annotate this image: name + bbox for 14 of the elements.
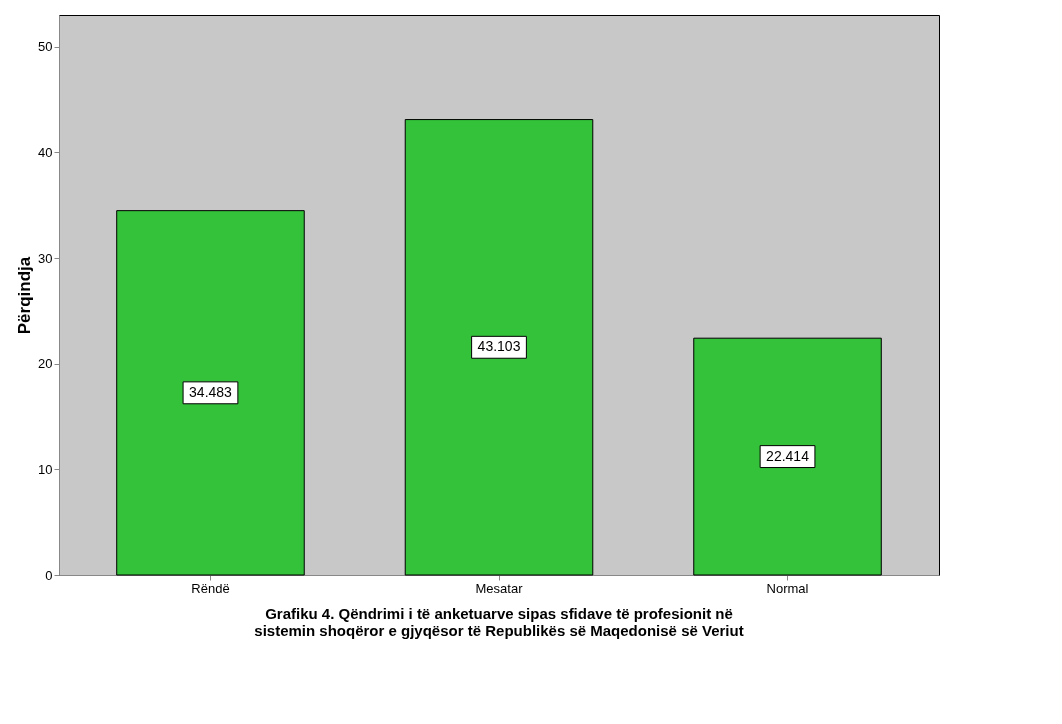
y-tick-label: 20 <box>38 356 53 372</box>
y-axis-title: Përqindja <box>15 256 35 335</box>
data-label: 34.483 <box>189 383 233 400</box>
x-tick-label: Rëndë <box>191 580 230 596</box>
y-tick-label: 10 <box>38 461 53 477</box>
y-tick-label: 0 <box>45 567 53 583</box>
x-tick-label: Normal <box>766 580 809 596</box>
y-tick-label: 50 <box>38 39 53 55</box>
y-tick-label: 40 <box>38 144 53 160</box>
y-tick-label: 30 <box>38 250 53 266</box>
data-label: 43.103 <box>477 338 521 355</box>
data-label: 22.414 <box>766 447 810 464</box>
text: Grafiku 4. Qëndrimi i të anketuarve sipas sfidave të profesionit në sistemin shoqëror e gjyqësor të Republikës së Maqedonisë së Veriut <box>254 605 744 639</box>
x-tick-label: Mesatar <box>475 580 524 596</box>
